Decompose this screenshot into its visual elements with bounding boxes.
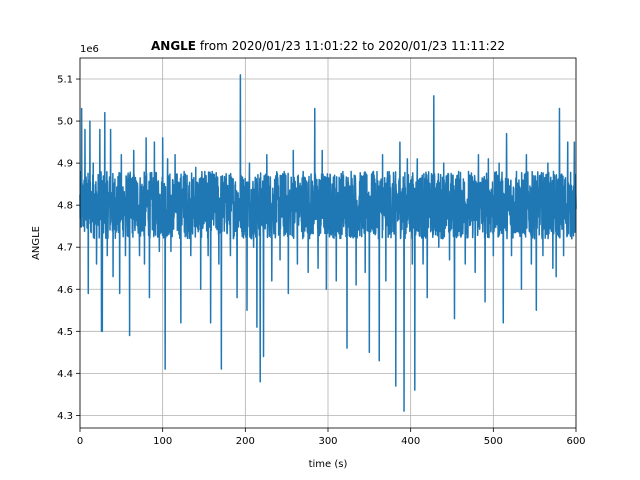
y-tick-label: 4.4	[57, 369, 73, 380]
x-axis: 0 100 200 300 400 500 600	[77, 428, 586, 447]
y-tick-label: 4.5	[57, 327, 73, 338]
x-tick-label: 0	[77, 436, 83, 447]
y-tick-label: 5.0	[57, 117, 73, 128]
y-tick-label: 4.8	[57, 201, 73, 212]
x-tick-label: 500	[484, 436, 503, 447]
chart-title-rest: from 2020/01/23 11:01:22 to 2020/01/23 1…	[196, 39, 505, 53]
x-tick-label: 600	[566, 436, 585, 447]
grid	[79, 58, 577, 428]
y-tick-label: 4.9	[57, 159, 73, 170]
x-axis-label: time (s)	[309, 459, 348, 470]
x-tick-label: 300	[318, 436, 337, 447]
x-tick-label: 400	[401, 436, 420, 447]
y-tick-label: 4.7	[57, 243, 73, 254]
y-axis-label: ANGLE	[31, 226, 42, 260]
y-tick-label: 5.1	[57, 75, 73, 86]
chart-title: ANGLE from 2020/01/23 11:01:22 to 2020/0…	[151, 39, 505, 53]
angle-series-line	[79, 74, 577, 412]
series-layer	[79, 74, 577, 412]
y-axis: 4.3 4.4 4.5 4.6 4.7 4.8 4.9 5.0 5.1	[57, 75, 80, 422]
y-tick-label: 4.3	[57, 411, 73, 422]
y-offset-label: 1e6	[80, 44, 99, 55]
chart-title-bold: ANGLE	[151, 39, 196, 53]
y-tick-label: 4.6	[57, 285, 73, 296]
x-tick-label: 100	[153, 436, 172, 447]
x-tick-label: 200	[236, 436, 255, 447]
